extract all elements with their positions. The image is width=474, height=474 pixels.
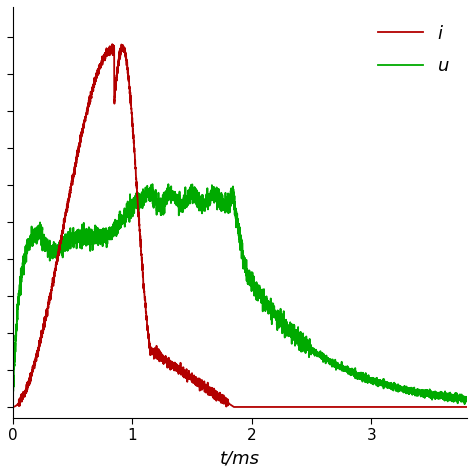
i bbox=[283, 404, 288, 410]
u bbox=[305, 344, 311, 350]
u bbox=[283, 319, 288, 325]
u bbox=[349, 371, 355, 377]
i bbox=[349, 404, 355, 410]
Line: i: i bbox=[12, 45, 467, 407]
u bbox=[464, 399, 470, 404]
Line: u: u bbox=[12, 184, 467, 407]
i bbox=[92, 82, 98, 87]
i bbox=[183, 372, 189, 377]
i bbox=[383, 404, 389, 410]
u bbox=[183, 196, 189, 201]
u bbox=[9, 404, 15, 410]
u bbox=[92, 235, 98, 240]
u bbox=[383, 381, 389, 386]
i bbox=[9, 404, 15, 410]
i bbox=[464, 404, 470, 410]
Legend: i, u: i, u bbox=[369, 16, 458, 84]
i bbox=[109, 42, 115, 47]
i bbox=[305, 404, 311, 410]
u bbox=[150, 181, 155, 187]
X-axis label: t/ms: t/ms bbox=[220, 449, 260, 467]
